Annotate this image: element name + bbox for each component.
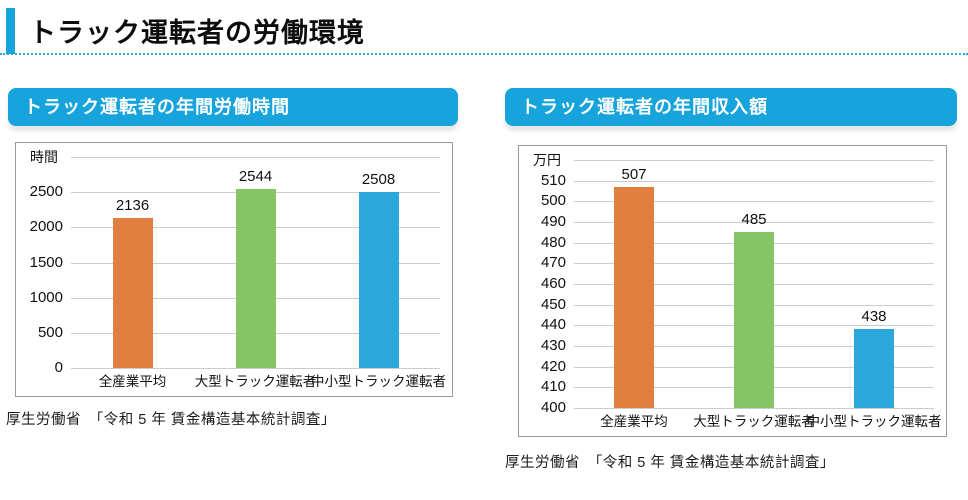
y-axis-tick-label: 2000 (29, 218, 63, 236)
y-axis-tick-label: 470 (540, 254, 566, 272)
bar-0 (614, 186, 654, 408)
annual-income-bar-chart: 万円 400 410 420 430 440 450 460 470 480 490 500 510 50… (518, 145, 947, 437)
y-axis-tick-label: 1000 (29, 288, 63, 306)
y-axis-unit-label: 時間 (30, 149, 58, 165)
gridline (574, 201, 934, 203)
bar-value-label: 438 (861, 308, 887, 326)
category-label: 大型トラック運転者 (693, 414, 815, 429)
gridline (574, 222, 934, 223)
annual-income-chart-title-badge: トラック運転者の年間収入額 (505, 88, 957, 126)
y-axis-tick-label: 480 (540, 233, 566, 251)
gridline (574, 160, 934, 161)
y-axis-tick-label: 2500 (29, 183, 63, 201)
category-label: 全産業平均 (98, 374, 167, 389)
bar-2 (358, 191, 399, 368)
gridline (574, 180, 934, 182)
working-hours-bar-chart: 時間 0 500 1000 1500 2000 2500 2136 全産業平均 2544 大型トラッ… (15, 142, 453, 397)
bar-2 (854, 329, 894, 408)
gridline (574, 408, 934, 409)
y-axis-tick-label: 450 (540, 295, 566, 313)
gridline (71, 368, 440, 369)
y-axis-unit-label: 万円 (533, 152, 561, 168)
y-axis-tick-label: 460 (540, 275, 566, 292)
bar-0 (112, 217, 153, 368)
bar-value-label: 507 (621, 165, 647, 183)
y-axis-tick-label: 490 (540, 213, 566, 230)
gridline (71, 157, 440, 158)
category-label: 大型トラック運転者 (194, 374, 317, 389)
y-axis-tick-label: 500 (540, 192, 566, 210)
bar-1 (235, 189, 276, 368)
working-hours-source-note: 厚生労働省 「令和 5 年 賃金構造基本統計調査」 (6, 412, 336, 428)
annual-income-source-note: 厚生労働省 「令和 5 年 賃金構造基本統計調査」 (505, 455, 835, 471)
y-axis-tick-label: 420 (540, 357, 566, 375)
y-axis-tick-label: 0 (54, 359, 63, 376)
working-hours-chart-title-badge: トラック運転者の年間労働時間 (8, 88, 458, 126)
category-label: 全産業平均 (600, 414, 668, 429)
y-axis-tick-label: 440 (540, 316, 566, 334)
y-axis-tick-label: 400 (540, 399, 566, 416)
bar-value-label: 2136 (115, 196, 150, 214)
y-axis-tick-label: 500 (37, 323, 63, 341)
title-accent-bar (6, 8, 15, 54)
bar-value-label: 2544 (238, 168, 273, 186)
y-axis-tick-label: 410 (540, 378, 566, 396)
category-label: 中小型トラック運転者 (806, 414, 942, 429)
page-title: トラック運転者の労働環境 (29, 18, 365, 48)
bar-1 (734, 232, 774, 408)
category-label: 中小型トラック運転者 (311, 374, 446, 389)
page-header: トラック運転者の労働環境 (0, 0, 968, 55)
y-axis-tick-label: 510 (540, 171, 566, 189)
bar-value-label: 485 (741, 211, 767, 229)
y-axis-tick-label: 1500 (29, 253, 63, 271)
bar-value-label: 2508 (361, 170, 396, 188)
y-axis-tick-label: 430 (540, 337, 566, 354)
